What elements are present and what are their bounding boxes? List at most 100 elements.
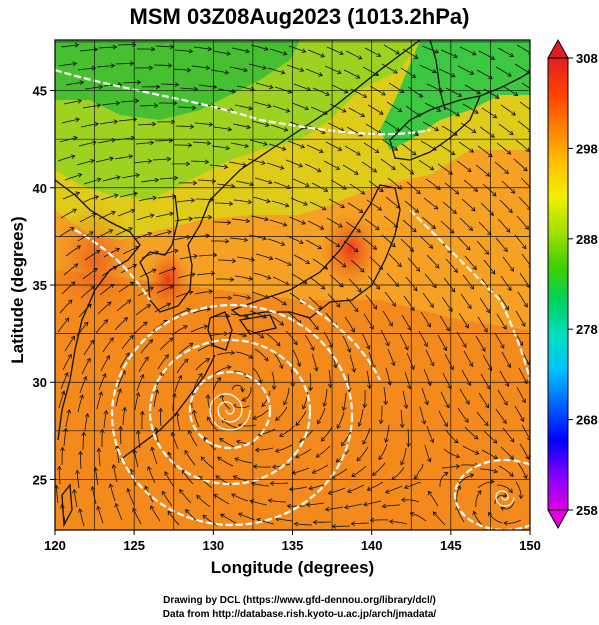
streamline-arrowhead [311,469,317,474]
streamline [179,489,192,504]
streamline [84,250,101,261]
streamline-arrowhead [378,110,384,115]
streamline-arrowhead [320,53,326,58]
streamline [234,275,253,280]
streamline [191,65,210,69]
streamline-arrowhead [111,137,117,143]
streamline-arrowhead [135,173,141,178]
streamline [65,409,70,428]
streamline [96,65,115,68]
streamline [310,277,325,290]
streamline [194,290,213,295]
streamline [345,221,361,233]
streamline [138,197,157,202]
streamline [500,500,515,510]
streamline [457,236,471,251]
streamline-arrowhead [190,197,196,203]
streamline [475,164,490,177]
x-tick-label: 135 [282,538,304,553]
streamline [439,472,449,487]
streamline-arrowhead [323,110,328,115]
streamline-arrowhead [375,285,381,290]
streamline-arrowhead [503,520,508,526]
streamline [172,236,191,241]
streamline [459,388,470,405]
streamline [389,521,408,525]
streamline-arrowhead [109,337,114,342]
streamline-arrowhead [523,474,528,480]
streamline [220,513,237,524]
streamline [235,351,253,359]
streamline [219,438,236,448]
streamline [174,375,182,393]
streamline [266,162,284,169]
streamline [347,484,365,493]
streamline [323,331,333,348]
streamline [498,465,514,477]
streamline [342,392,347,411]
streamline-arrowhead [227,126,233,132]
streamline-arrowhead [112,44,118,50]
streamline [161,491,173,507]
streamline-arrowhead [336,69,342,75]
streamline [134,232,152,240]
streamline-arrowhead [169,211,174,217]
streamline-arrowhead [510,189,516,194]
streamline-arrowhead [362,403,368,409]
streamline [424,102,441,112]
typhoon-spiral-line [209,393,251,431]
streamline-arrowhead [323,265,329,270]
streamline-arrowhead [232,475,238,480]
streamline-arrowhead [500,344,505,349]
streamline [154,64,172,67]
streamline-arrowhead [526,437,530,441]
streamline [138,356,149,373]
streamline [386,101,402,113]
streamline-arrowhead [207,214,213,220]
streamline-arrowhead [362,440,367,445]
streamline-arrowhead [321,205,327,211]
streamline-arrowhead [117,388,122,393]
streamline-arrowhead [502,325,507,330]
streamline-arrowhead [406,442,411,448]
streamline-arrowhead [208,289,214,295]
streamline-arrowhead [522,244,527,250]
streamline [364,47,381,57]
streamline-arrowhead [269,481,275,486]
streamline-arrowhead [371,471,377,476]
streamline-arrowhead [264,216,269,222]
y-tick-label: 30 [33,375,47,390]
streamline [421,387,429,405]
streamline [293,83,311,91]
streamline-arrowhead [72,488,77,494]
streamline [380,158,396,170]
streamline [331,468,348,479]
streamline-arrowhead [263,141,268,146]
streamline-arrowhead [445,326,450,332]
streamline [497,389,508,406]
streamline [445,429,459,444]
streamline-arrowhead [508,488,513,494]
streamline-arrowhead [434,126,440,131]
streamline-arrowhead [360,190,366,195]
streamline [229,66,248,72]
streamline-arrowhead [486,385,491,390]
streamline-arrowhead [310,346,315,351]
streamline-arrowhead [391,242,396,248]
streamline [312,258,328,270]
streamline-arrowhead [262,314,267,319]
streamline [401,143,417,156]
y-tick-label: 35 [33,278,47,293]
streamline [161,83,179,86]
streamline [519,101,530,110]
streamline [478,50,495,60]
streamline-arrowhead [59,503,65,509]
colorbar-tick-label: 278 [576,322,598,337]
streamline [422,292,434,308]
streamline-arrowhead [151,268,157,274]
streamline [207,416,219,432]
streamline [229,237,248,241]
streamline-arrowhead [135,392,141,397]
streamline-arrowhead [56,465,62,471]
streamline [177,106,196,109]
